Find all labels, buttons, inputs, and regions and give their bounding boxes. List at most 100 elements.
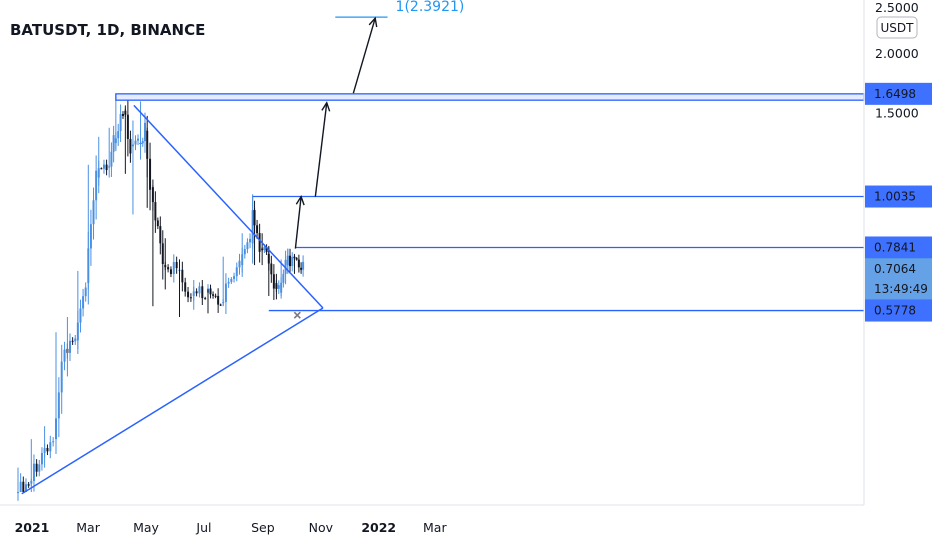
candle-body: [265, 247, 268, 253]
candle: [71, 337, 74, 345]
candle-body: [201, 286, 204, 299]
candle: [172, 254, 175, 283]
current-price-tag: 0.7064 13:49:49: [865, 258, 932, 301]
candle: [119, 104, 122, 142]
candle: [217, 288, 220, 313]
candle: [198, 282, 201, 298]
time-tick-label: Sep: [251, 520, 275, 535]
time-tick-label: May: [133, 520, 159, 535]
candle: [181, 261, 184, 292]
candle-body: [263, 247, 266, 251]
candle-body: [156, 220, 159, 227]
candlestick-series: [17, 93, 305, 501]
candle: [105, 159, 108, 176]
candle-body: [154, 202, 157, 221]
candle: [74, 335, 77, 345]
candle: [95, 155, 98, 220]
candle: [35, 459, 38, 477]
candle: [238, 253, 241, 275]
target-label: 1(2.3921): [396, 0, 465, 15]
time-tick-label: 2021: [15, 520, 50, 535]
candle-body: [40, 452, 43, 465]
candle-body: [119, 114, 122, 132]
candle: [230, 277, 233, 284]
candle-body: [84, 287, 87, 297]
candle: [212, 291, 215, 299]
trendline[interactable]: [21, 307, 324, 495]
candle: [52, 437, 55, 447]
candle: [143, 112, 146, 153]
candle-body: [57, 392, 60, 419]
candle-body: [277, 285, 280, 289]
trendline[interactable]: [133, 104, 324, 309]
candle: [129, 130, 132, 163]
candle: [112, 125, 115, 163]
arrow-shaft: [314, 102, 328, 197]
projection-arrow[interactable]: [352, 16, 378, 94]
candle: [167, 264, 170, 273]
candle: [243, 244, 246, 259]
candle-body: [24, 484, 27, 492]
drawings-layer[interactable]: 1(2.3921): [21, 0, 865, 495]
candle-body: [246, 242, 249, 250]
candle-body: [92, 200, 95, 225]
delete-marker-icon[interactable]: [293, 311, 301, 319]
level-price-tag: 0.5778: [865, 299, 932, 322]
candle: [249, 233, 252, 249]
candle: [277, 280, 280, 294]
candle-body: [175, 262, 178, 269]
countdown-label: 13:49:49: [874, 282, 928, 296]
candle-body: [161, 243, 164, 265]
candle-body: [219, 304, 222, 306]
candle-body: [105, 164, 108, 171]
candle-body: [89, 224, 92, 249]
candle-body: [217, 295, 220, 305]
price-tag-box: [865, 236, 932, 259]
candle: [233, 272, 236, 283]
candle-body: [195, 291, 198, 294]
arrow-head: [295, 195, 305, 206]
candle-body: [129, 138, 132, 154]
candle: [209, 284, 212, 299]
price-axis[interactable]: 1.5000 2.0000 2.5000 1.6498 1.0035 0.7841 0.7…: [863, 0, 932, 505]
candle: [141, 137, 144, 147]
candle-body: [209, 288, 212, 295]
candle-body: [189, 297, 192, 299]
time-axis[interactable]: 2021 Mar May Jul Sep Nov 2022 Mar: [0, 504, 864, 535]
resistance-zone[interactable]: [115, 93, 865, 101]
candle: [175, 256, 178, 274]
currency-badge[interactable]: USDT: [876, 16, 918, 39]
projection-arrow[interactable]: [314, 101, 331, 197]
candle: [187, 287, 190, 303]
candle-body: [134, 140, 137, 145]
candle-body: [69, 340, 72, 353]
candle-body: [302, 261, 305, 270]
candle-body: [204, 298, 207, 300]
candle: [49, 435, 52, 459]
price-axis-ticks: 1.5000 2.0000 2.5000: [875, 0, 919, 121]
currency-badge-box: [876, 16, 918, 39]
candle: [89, 209, 92, 266]
candle: [169, 266, 172, 278]
candle: [19, 473, 22, 492]
candle-body: [95, 170, 98, 201]
candle-body: [169, 269, 172, 274]
candle: [227, 277, 230, 288]
candle: [258, 223, 261, 263]
candle: [40, 447, 43, 471]
time-tick-label: Mar: [423, 520, 447, 535]
time-axis-ticks: 2021 Mar May Jul Sep Nov 2022 Mar: [15, 520, 448, 535]
candle-body: [167, 267, 170, 270]
projection-arrow[interactable]: [294, 195, 305, 249]
candle-body: [46, 448, 49, 452]
candle: [204, 296, 207, 300]
candle-body: [126, 114, 129, 139]
candle-body: [258, 233, 261, 252]
candle-body: [289, 255, 292, 267]
candle: [137, 134, 140, 146]
price-tag-box: [865, 185, 932, 208]
candle: [63, 341, 66, 371]
candle-body: [214, 295, 217, 297]
currency-badge-label: USDT: [881, 21, 915, 35]
